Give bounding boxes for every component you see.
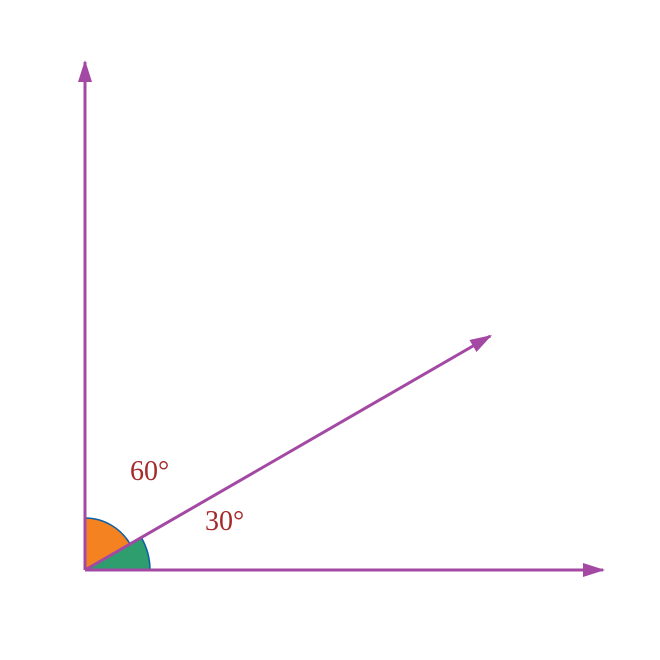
- lower-arc-label: 30°: [205, 506, 244, 537]
- arrowhead-vertical: [78, 60, 92, 82]
- arrowhead-diagonal: [469, 335, 492, 352]
- arrowhead-horizontal: [583, 563, 605, 577]
- ray-diagonal: [85, 336, 490, 570]
- angle-diagram: 30° 60°: [0, 0, 660, 660]
- upper-arc-label: 60°: [130, 456, 169, 487]
